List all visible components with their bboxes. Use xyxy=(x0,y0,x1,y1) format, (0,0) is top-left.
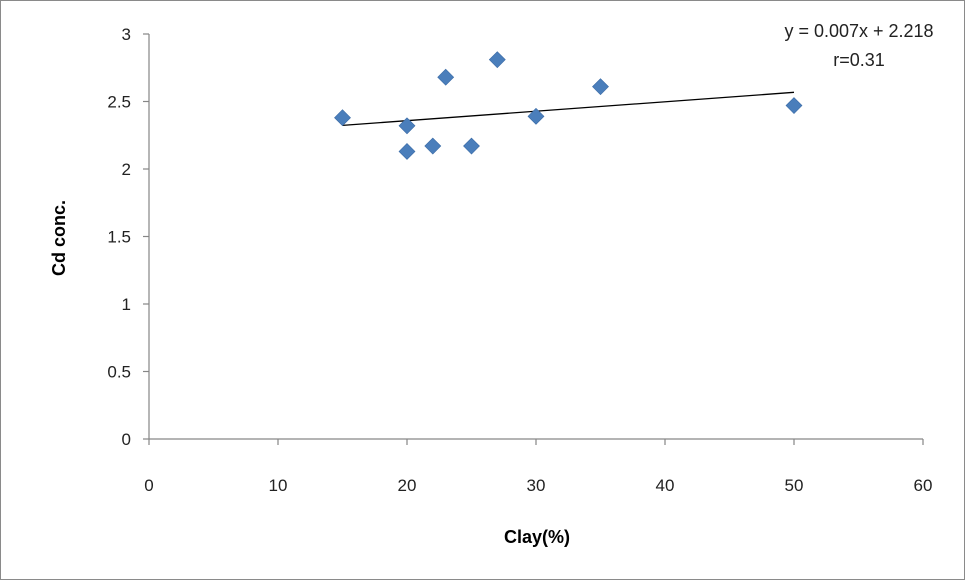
y-axis-ticks: 0 0.5 1 1.5 2 2.5 3 xyxy=(107,25,149,449)
data-point xyxy=(592,78,609,96)
data-point xyxy=(527,107,545,125)
y-tick-label: 2.5 xyxy=(107,93,131,112)
data-point xyxy=(398,143,416,160)
data-point xyxy=(463,137,480,155)
x-tick-label: 50 xyxy=(785,476,804,495)
data-points xyxy=(334,51,803,160)
x-axis-ticks: 0 10 20 30 40 50 60 xyxy=(144,439,932,495)
y-tick-label: 0 xyxy=(122,430,131,449)
x-tick-label: 10 xyxy=(269,476,288,495)
y-tick-label: 1.5 xyxy=(107,228,131,247)
trendline xyxy=(342,91,795,127)
axes xyxy=(148,34,923,440)
x-tick-label: 40 xyxy=(656,476,675,495)
correlation-label: r=0.31 xyxy=(833,50,885,70)
data-point xyxy=(334,109,351,127)
data-point xyxy=(398,117,416,135)
x-tick-label: 60 xyxy=(914,476,933,495)
x-tick-label: 20 xyxy=(398,476,417,495)
y-tick-label: 1 xyxy=(122,295,131,314)
y-tick-label: 2 xyxy=(122,160,131,179)
data-point xyxy=(488,51,506,69)
y-tick-label: 0.5 xyxy=(107,363,131,382)
x-tick-label: 0 xyxy=(144,476,153,495)
y-tick-label: 3 xyxy=(122,25,131,44)
x-tick-label: 30 xyxy=(527,476,546,495)
data-point xyxy=(437,68,455,86)
data-point xyxy=(785,97,803,114)
data-point xyxy=(424,137,442,155)
y-axis-title: Cd conc. xyxy=(49,200,69,276)
x-axis-title: Clay(%) xyxy=(504,527,570,547)
trendline-equation: y = 0.007x + 2.218 xyxy=(784,21,933,41)
